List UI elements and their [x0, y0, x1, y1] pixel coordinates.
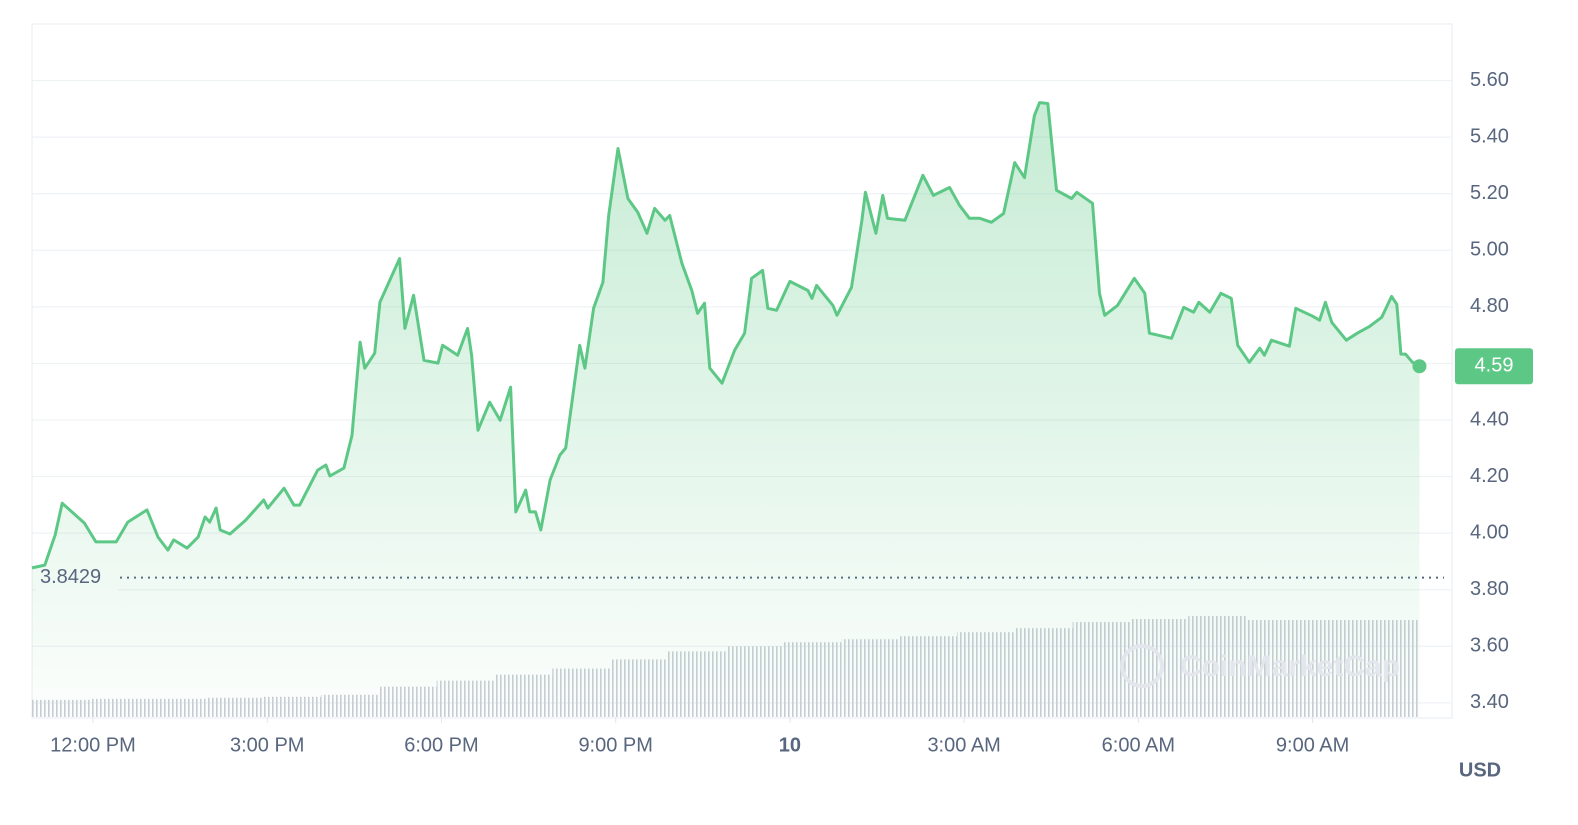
y-tick-label: 3.80 [1470, 578, 1509, 600]
y-tick-label: 4.40 [1470, 408, 1509, 430]
y-tick-label: 3.40 [1470, 691, 1509, 713]
x-tick-label: 9:00 AM [1276, 734, 1349, 756]
x-tick-label: 10 [779, 734, 801, 756]
last-price-badge [1455, 348, 1533, 385]
y-tick-label: 4.80 [1470, 295, 1509, 317]
last-price-label: 4.59 [1475, 355, 1514, 377]
x-tick-label: 12:00 PM [50, 734, 136, 756]
x-tick-label: 3:00 PM [230, 734, 304, 756]
watermark-logo [1120, 644, 1164, 688]
plot-frame [31, 23, 1453, 719]
x-tick-label: 3:00 AM [927, 734, 1000, 756]
plot [31, 101, 1444, 718]
y-tick-label: 3.60 [1470, 635, 1509, 657]
open-price-label: 3.8429 [40, 566, 101, 588]
price-area [32, 102, 1420, 718]
last-point [1412, 359, 1427, 374]
currency-label: USD [1459, 759, 1501, 781]
price-line [31, 101, 1421, 570]
x-tick-label: 6:00 PM [404, 734, 478, 756]
y-tick-label: 5.40 [1470, 125, 1509, 147]
watermark: CoinMarketCap [1180, 650, 1400, 683]
y-tick-label: 4.20 [1470, 465, 1509, 487]
y-tick-label: 5.20 [1470, 182, 1509, 204]
x-tick-label: 9:00 PM [578, 734, 652, 756]
y-tick-label: 4.00 [1470, 521, 1509, 543]
y-tick-label: 5.60 [1470, 69, 1509, 91]
x-tick-label: 6:00 AM [1102, 734, 1175, 756]
y-tick-label: 5.00 [1470, 239, 1509, 261]
